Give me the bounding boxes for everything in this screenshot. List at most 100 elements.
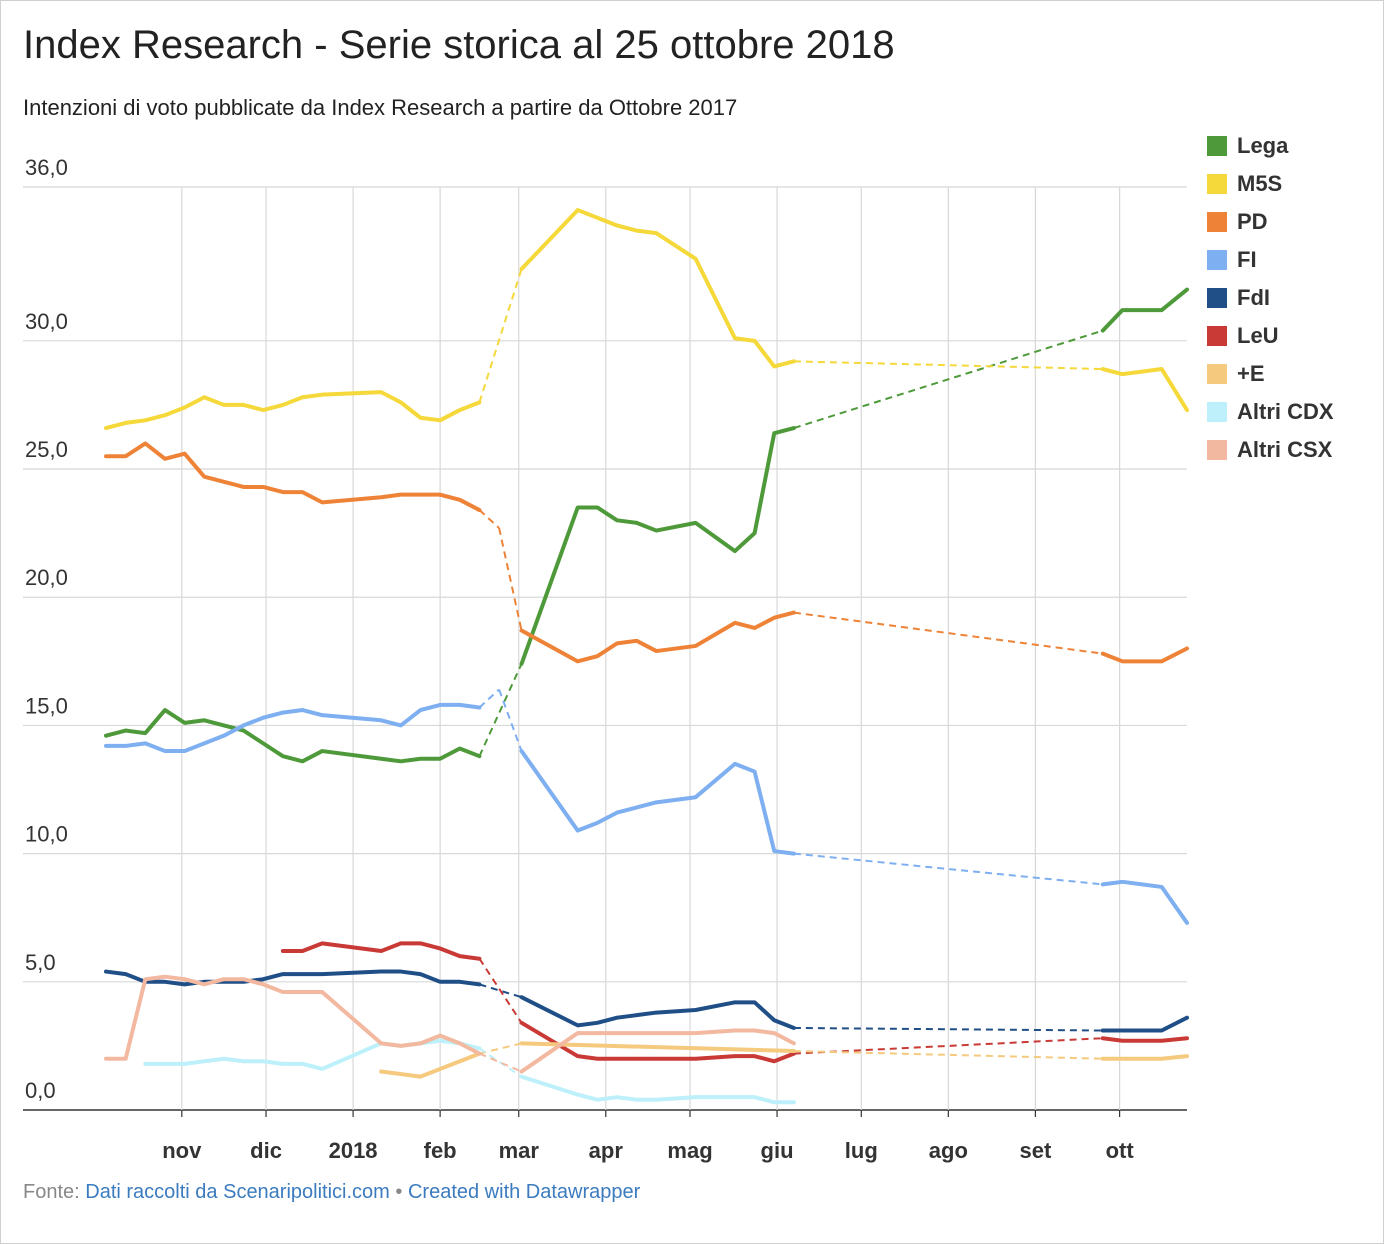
y-tick-label: 30,0 [25,309,68,334]
legend: Lega M5S PD FI FdI LeU +E Altri CDX Altri CSX [1207,127,1334,469]
legend-label: M5S [1237,171,1283,196]
grid [23,186,1187,1111]
legend-swatch [1207,402,1227,422]
series-lega [104,287,1189,764]
y-tick-label: 0,0 [25,1078,56,1103]
series-gap-pd [498,527,523,631]
series-line-lega [519,426,796,666]
series-line-fdi [104,969,482,987]
credit-link[interactable]: Created with Datawrapper [407,1181,641,1203]
series-gap-m5s [793,360,1103,371]
legend-item-m5s: M5S [1207,165,1334,203]
series-gap-pd [478,509,500,529]
series-gap-altri-cdx [478,1047,523,1078]
y-tick-label: 10,0 [25,822,68,847]
x-tick-label: mar [499,1138,540,1163]
x-tick-label: giu [761,1138,794,1163]
series-gap-leu [793,1037,1103,1055]
footer: Fonte: Dati raccolti da Scenaripolitici.… [23,1181,640,1204]
series-line-e [519,1041,796,1054]
series-line-fdi [519,995,796,1030]
x-tick-label: 2018 [329,1138,378,1163]
legend-item-leu: LeU [1207,317,1334,355]
legend-label: FdI [1237,285,1270,310]
legend-label: FI [1237,247,1257,272]
series-line-leu [1100,1036,1189,1043]
chart-title: Index Research - Serie storica al 25 ott… [23,23,895,67]
series-line-leu [280,941,482,961]
legend-item-fdi: FdI [1207,279,1334,317]
legend-item-altri-csx: Altri CSX [1207,431,1334,469]
series-gap-altri-csx [479,1052,522,1073]
legend-label: +E [1237,361,1265,386]
series-line-pd [519,610,796,664]
y-tick-label: 25,0 [25,437,68,462]
y-tick-label: 36,0 [25,155,68,180]
legend-item-e: +E [1207,355,1334,393]
legend-item-altri-cdx: Altri CDX [1207,393,1334,431]
series-fdi [104,969,1189,1033]
legend-item-pd: PD [1207,203,1334,241]
legend-swatch [1207,250,1227,270]
x-tick-label: lug [845,1138,878,1163]
source-link[interactable]: Dati raccolti da Scenaripolitici.com [85,1181,390,1203]
x-tick-label: feb [424,1138,457,1163]
x-tick-label: ott [1106,1138,1135,1163]
series-gap-m5s [478,268,523,403]
x-tick-label: mag [667,1138,712,1163]
series-gap-pd [793,611,1103,655]
y-tick-label: 15,0 [25,693,68,718]
series-line-fi [1100,879,1189,925]
series-leu [280,941,1189,1064]
legend-label: Altri CDX [1237,399,1334,424]
series-gap-e [479,1042,522,1055]
legend-swatch [1207,136,1227,156]
series-line-fdi [1100,1015,1189,1033]
x-tick-label: dic [250,1138,282,1163]
y-tick-label: 5,0 [25,950,56,975]
series-line-altri-cdx [143,1038,482,1071]
series-gap-e [793,1050,1103,1060]
legend-label: Lega [1237,133,1289,158]
series-line-altri-csx [104,974,482,1061]
series-line-altri-csx [519,1028,796,1074]
series-gap-fdi [793,1026,1103,1032]
series-altri-cdx [143,1038,796,1105]
series-layer [104,208,1189,1105]
legend-label: LeU [1237,323,1279,348]
series-gap-fi [478,688,500,709]
legend-swatch [1207,364,1227,384]
series-gap-fi [498,689,523,752]
series-line-fi [519,749,796,856]
series-fi [104,688,1189,925]
series-line-e [379,1051,482,1079]
x-tick-label: apr [589,1138,624,1163]
series-pd [104,441,1189,664]
legend-swatch [1207,288,1227,308]
series-gap-leu [478,958,523,1024]
axes: 0,0 5,0 10,0 15,0 20,0 25,0 30,0 36,0 nov dic 2018… [25,155,1134,1163]
x-tick-label: nov [162,1138,202,1163]
series-line-m5s [519,208,796,369]
footer-separator: • [395,1181,403,1203]
legend-item-lega: Lega [1207,127,1334,165]
legend-item-fi: FI [1207,241,1334,279]
series-gap-lega [793,329,1104,429]
footer-label: Fonte: [23,1181,80,1203]
series-line-fi [104,702,482,754]
series-line-leu [519,1020,796,1064]
series-line-pd [104,441,482,513]
series-gap-lega [478,663,523,757]
series-line-pd [1100,646,1189,664]
chart-subtitle: Intenzioni di voto pubblicate da Index R… [23,95,738,120]
series-line-m5s [104,390,482,431]
legend-swatch [1207,212,1227,232]
legend-swatch [1207,326,1227,346]
series-gap-fi [793,852,1103,886]
legend-label: PD [1237,209,1268,234]
legend-swatch [1207,174,1227,194]
series-line-lega [1100,287,1189,333]
series-e [379,1041,1189,1079]
series-line-m5s [1100,367,1189,413]
